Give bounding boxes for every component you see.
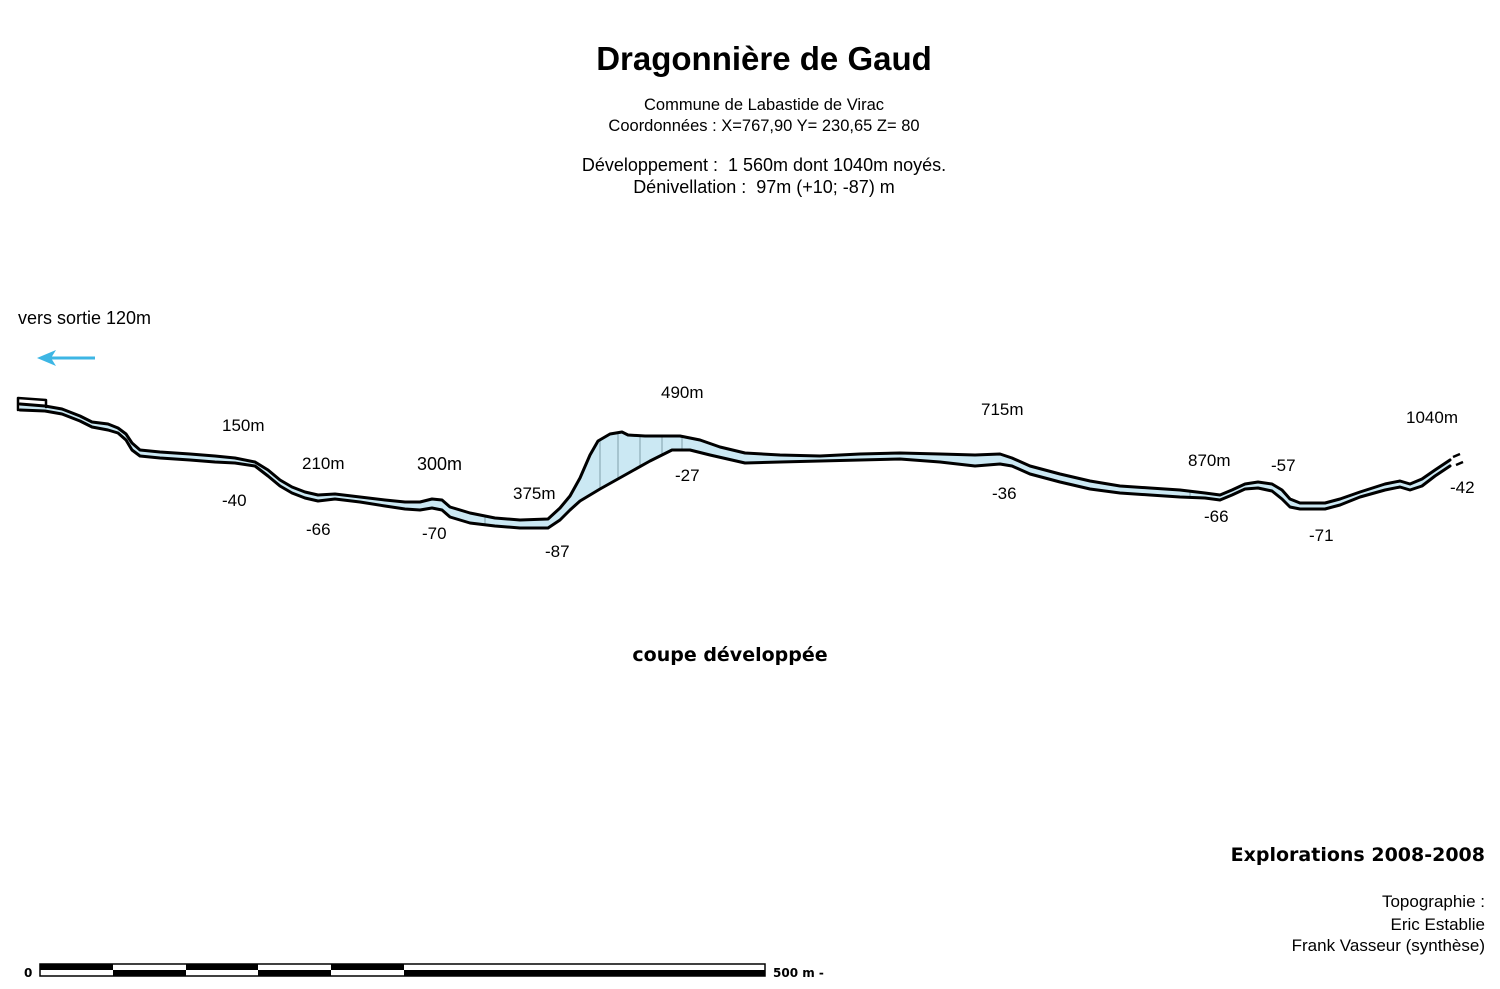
distance-label: 870m xyxy=(1188,451,1231,470)
arrow-left-icon xyxy=(37,350,95,366)
depth-label: -87 xyxy=(545,542,570,561)
entrance-mark xyxy=(16,396,48,412)
scale-segment xyxy=(113,970,186,976)
scale-segment xyxy=(186,964,258,970)
depth-label: -71 xyxy=(1309,526,1334,545)
distance-label: 210m xyxy=(302,454,345,473)
depth-label: -36 xyxy=(992,484,1017,503)
scale-segment xyxy=(40,964,113,970)
continuation-dash xyxy=(1452,452,1461,459)
depth-label: -66 xyxy=(306,520,331,539)
denivellation-text: Dénivellation : 97m (+10; -87) m xyxy=(633,177,895,197)
scale-segment xyxy=(404,970,765,976)
author-name: Eric Establie xyxy=(1391,915,1485,934)
distance-label: 715m xyxy=(981,400,1024,419)
scale-bar xyxy=(39,963,766,977)
commune-text: Commune de Labastide de Virac xyxy=(644,96,884,114)
topography-heading: Topographie : xyxy=(1382,892,1485,911)
depth-label: -57 xyxy=(1271,456,1296,475)
author-name: Frank Vasseur (synthèse) xyxy=(1292,936,1485,955)
depth-label: -40 xyxy=(222,491,247,510)
passage-ceiling-line xyxy=(18,402,1452,522)
coordinates-text: Coordonnées : X=767,90 Y= 230,65 Z= 80 xyxy=(608,117,919,135)
distance-label: 375m xyxy=(513,484,556,503)
distance-label: 1040m xyxy=(1406,408,1458,427)
passage-continuation-mark xyxy=(1452,452,1464,467)
development-text: Développement : 1 560m dont 1040m noyés. xyxy=(582,155,946,175)
diagram-title: Dragonnière de Gaud xyxy=(596,40,932,77)
scale-segment xyxy=(258,970,331,976)
explorations-text: Explorations 2008-2008 xyxy=(1231,844,1485,866)
distance-label: 300m xyxy=(417,454,462,474)
scale-segment xyxy=(331,964,404,970)
scale-end-label: 500 m - xyxy=(773,966,824,980)
cave-passage-profile xyxy=(16,396,1464,530)
depth-label: -66 xyxy=(1204,507,1229,526)
distance-label: 150m xyxy=(222,416,265,435)
passage-floor-line xyxy=(18,408,1452,530)
scale-outline xyxy=(39,963,766,977)
depth-label: -27 xyxy=(675,466,700,485)
depth-label: -42 xyxy=(1450,478,1475,497)
arrow-head xyxy=(37,350,56,366)
scale-start-label: 0 xyxy=(24,966,32,980)
distance-label: 490m xyxy=(661,383,704,402)
continuation-dash xyxy=(1455,460,1464,467)
section-caption: coupe développée xyxy=(632,644,827,666)
exit-note: vers sortie 120m xyxy=(18,308,151,328)
depth-label: -70 xyxy=(422,524,447,543)
